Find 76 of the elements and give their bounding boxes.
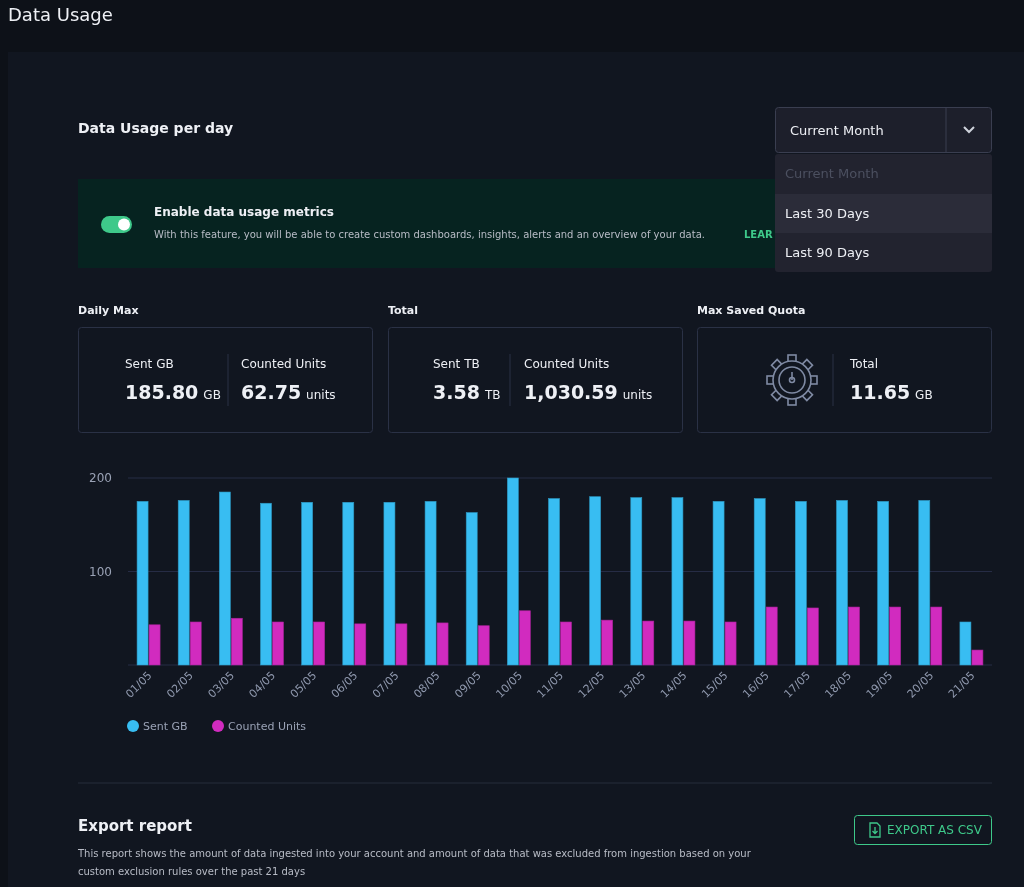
y-tick-label: 100 [89, 564, 112, 579]
text: Data Usage [8, 4, 113, 25]
bar [548, 498, 560, 666]
bar [148, 624, 161, 666]
bar [519, 610, 531, 666]
bar [712, 501, 725, 666]
y-tick-label: 200 [89, 471, 112, 486]
bar [795, 501, 807, 666]
bar [642, 620, 655, 666]
bar [765, 606, 778, 666]
text: LEAR [744, 229, 773, 240]
text: units [622, 388, 653, 402]
text: units [306, 388, 336, 402]
bar [601, 619, 613, 666]
text: Total [849, 357, 879, 371]
text: Total [388, 304, 419, 317]
bar [753, 498, 766, 666]
text: This report shows the amount of data ingested into your account and amount of data that was excluded from ingestion based on your [77, 848, 752, 859]
bar [930, 606, 943, 666]
bar [877, 501, 889, 666]
bar [177, 500, 190, 666]
bar [219, 491, 231, 666]
bar [889, 606, 901, 666]
bar [560, 621, 572, 666]
text: Sent GB [125, 357, 174, 371]
bar [630, 497, 643, 666]
bar [848, 606, 860, 666]
bar [313, 621, 325, 666]
bar [671, 497, 684, 666]
bar [342, 502, 355, 666]
bar [683, 620, 696, 666]
bar [260, 502, 272, 666]
bar [918, 500, 931, 666]
text: Sent TB [433, 357, 480, 371]
bar [836, 500, 848, 666]
bar [136, 501, 149, 666]
bar [301, 502, 313, 666]
text: 11.65 [850, 381, 911, 403]
text: Export report [78, 817, 192, 835]
legend-label: Sent GB [143, 720, 188, 733]
text: 1,030.59 [524, 381, 618, 403]
text: Counted Units [524, 357, 610, 371]
bar [507, 477, 519, 666]
text: 62.75 [241, 381, 302, 403]
bar [436, 622, 449, 666]
bar [383, 502, 396, 666]
bar [959, 621, 972, 666]
text: Daily Max [78, 304, 139, 317]
bar [971, 649, 984, 666]
text: GB [915, 388, 933, 402]
text: Enable data usage metrics [154, 205, 334, 219]
bar [424, 501, 437, 666]
text: Max Saved Quota [697, 304, 806, 317]
text: EXPORT AS CSV [887, 823, 983, 837]
bar [724, 621, 737, 666]
text: Current Month [790, 123, 884, 138]
bar [589, 496, 601, 666]
text: Counted Units [241, 357, 327, 371]
bar [807, 607, 819, 666]
text: custom exclusion rules over the past 21 days [78, 866, 306, 877]
text: 185.80 [125, 381, 199, 403]
bar [477, 625, 490, 666]
text: Last 90 Days [785, 245, 870, 260]
text: 3.58 [433, 381, 480, 403]
bar [189, 621, 202, 666]
text: Data Usage per day [78, 120, 234, 136]
bar [231, 617, 243, 666]
legend-label: Counted Units [228, 720, 307, 733]
text: GB [203, 388, 221, 402]
bar [354, 623, 367, 666]
text: With this feature, you will be able to create custom dashboards, insights, alerts and an overview of your data. [154, 229, 705, 240]
bar [395, 623, 408, 666]
bar [272, 621, 284, 666]
text: TB [483, 388, 501, 402]
bar [465, 512, 478, 666]
text: Last 30 Days [785, 206, 870, 221]
